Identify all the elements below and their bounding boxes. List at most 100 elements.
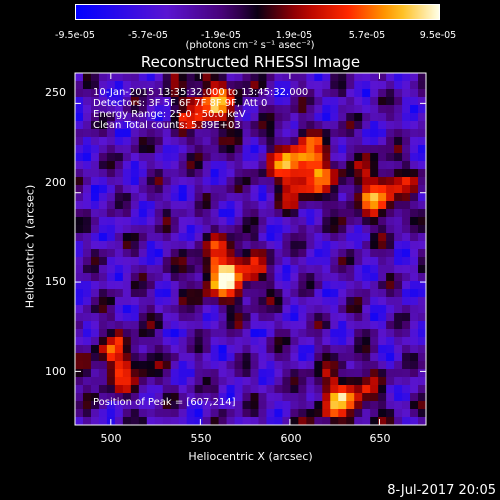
heatmap-cell (138, 385, 148, 394)
heatmap-cell (138, 345, 148, 354)
heatmap-cell (362, 409, 371, 418)
heatmap-cell (378, 409, 387, 418)
heatmap-cell (386, 409, 395, 418)
heatmap-cell (290, 81, 299, 90)
heatmap-cell (386, 241, 395, 250)
heatmap-cell (146, 137, 156, 146)
heatmap-cell (330, 113, 339, 122)
heatmap-cell (266, 369, 275, 378)
heatmap-cell (130, 337, 140, 346)
heatmap-cell (210, 289, 219, 298)
heatmap-cell (138, 185, 148, 194)
heatmap-cell (410, 121, 419, 130)
heatmap-cell (146, 217, 156, 226)
heatmap-cell (170, 113, 180, 122)
heatmap-cell (178, 361, 188, 370)
heatmap-cell (370, 337, 379, 346)
heatmap-cell (378, 401, 387, 410)
heatmap-cell (138, 417, 148, 426)
heatmap-cell (138, 377, 148, 386)
heatmap-cell (394, 369, 403, 378)
heatmap-cell (250, 401, 259, 410)
heatmap-cell (210, 249, 219, 258)
heatmap-cell (282, 161, 291, 170)
heatmap-cell (218, 193, 227, 202)
heatmap-cell (394, 185, 403, 194)
heatmap-cell (402, 321, 411, 330)
heatmap-cell (266, 297, 275, 306)
heatmap-cell (394, 209, 403, 218)
heatmap-cell (122, 289, 132, 298)
heatmap-cell (154, 161, 164, 170)
heatmap-cell (98, 361, 108, 370)
heatmap-cell (210, 361, 219, 370)
heatmap-cell (346, 289, 355, 298)
heatmap-cell (314, 169, 323, 178)
heatmap-cell (282, 169, 291, 178)
heatmap-cell (75, 145, 84, 154)
heatmap-cell (210, 377, 219, 386)
heatmap-cell (298, 305, 307, 314)
heatmap-cell (242, 417, 251, 426)
heatmap-cell (162, 329, 172, 338)
heatmap-cell (362, 145, 371, 154)
heatmap-cell (154, 297, 164, 306)
heatmap-cell (378, 321, 387, 330)
heatmap-cell (154, 137, 164, 146)
heatmap-cell (162, 369, 172, 378)
heatmap-cell (75, 337, 84, 346)
heatmap-cell (106, 113, 116, 122)
heatmap-cell (186, 113, 196, 122)
heatmap-cell (346, 321, 355, 330)
heatmap-cell (138, 209, 148, 218)
heatmap-cell (402, 89, 411, 98)
heatmap-cell (202, 145, 212, 154)
heatmap-cell (274, 193, 283, 202)
heatmap-cell (290, 225, 299, 234)
heatmap-cell (282, 97, 291, 106)
heatmap-cell (138, 225, 148, 234)
heatmap-cell (162, 345, 172, 354)
heatmap-cell (194, 169, 204, 178)
heatmap-cell (298, 265, 307, 274)
heatmap-cell (370, 73, 379, 82)
heatmap-cell (186, 241, 196, 250)
heatmap-cell (122, 353, 132, 362)
colorbar-tick-label: 9.5e-05 (419, 30, 457, 41)
heatmap-cell (162, 225, 172, 234)
heatmap-cell (90, 369, 100, 378)
heatmap-cell (290, 401, 299, 410)
heatmap-cell (138, 89, 148, 98)
heatmap-cell (258, 297, 267, 306)
heatmap-cell (274, 105, 283, 114)
heatmap-cell (210, 233, 219, 242)
heatmap-cell (298, 113, 307, 122)
heatmap-cell (130, 297, 140, 306)
heatmap-cell (386, 177, 395, 186)
heatmap-cell (418, 129, 427, 138)
heatmap-cell (162, 145, 172, 154)
heatmap-cell (306, 217, 315, 226)
heatmap-cell (274, 201, 283, 210)
heatmap-cell (274, 97, 283, 106)
heatmap-cell (82, 185, 92, 194)
heatmap-cell (330, 97, 339, 106)
heatmap-cell (338, 137, 347, 146)
heatmap-cell (370, 201, 379, 210)
heatmap-cell (162, 289, 172, 298)
heatmap-cell (106, 321, 116, 330)
heatmap-cell (322, 297, 331, 306)
heatmap-cell (362, 97, 371, 106)
heatmap-cell (75, 169, 84, 178)
heatmap-cell (186, 353, 196, 362)
heatmap-cell (306, 185, 315, 194)
heatmap-cell (122, 225, 132, 234)
heatmap-cell (282, 401, 291, 410)
heatmap-cell (266, 393, 275, 402)
heatmap-cell (106, 385, 116, 394)
heatmap-cell (122, 329, 132, 338)
heatmap-cell (234, 97, 243, 106)
heatmap-cell (410, 89, 419, 98)
heatmap-cell (298, 377, 307, 386)
heatmap-cell (138, 153, 148, 162)
